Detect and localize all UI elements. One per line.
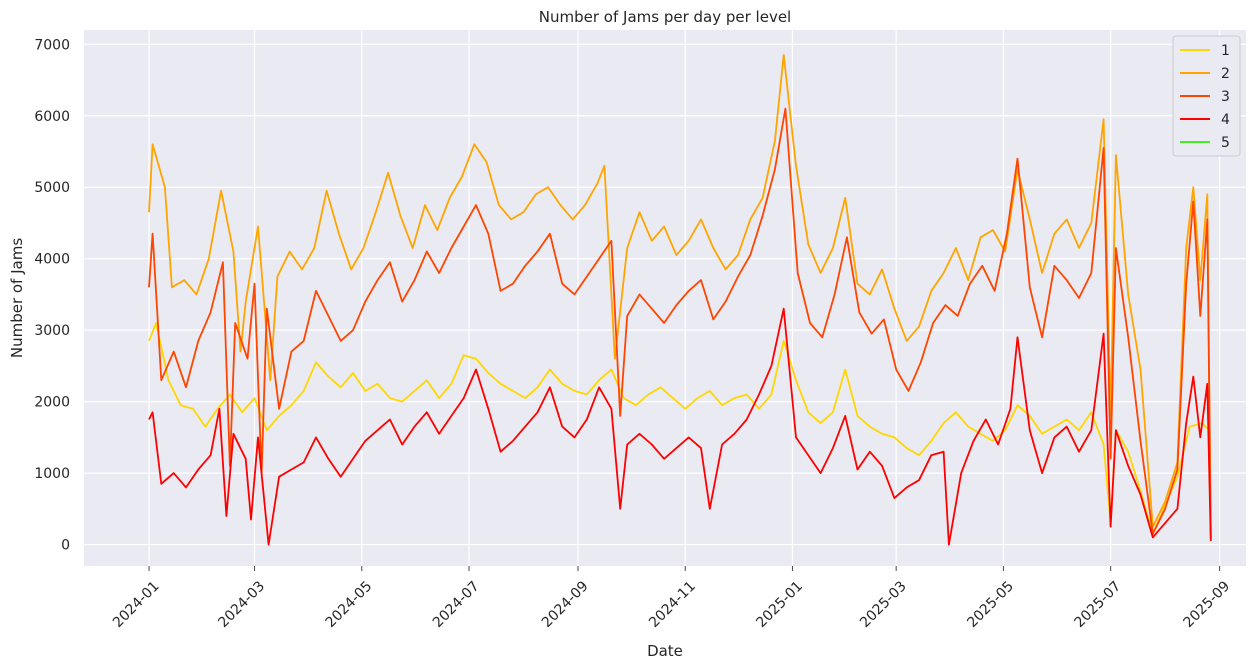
legend-label-4: 4: [1221, 112, 1230, 128]
series-line-3: [148, 107, 1212, 538]
x-tick-label: 2024-01: [110, 578, 163, 631]
x-tick-label: 2025-09: [1181, 578, 1234, 631]
x-tick-label: 2024-07: [430, 578, 483, 631]
series-line-1: [148, 322, 1212, 538]
y-tick-label: 1000: [34, 466, 70, 482]
grid: [84, 30, 1246, 566]
series-line-2: [148, 54, 1212, 534]
x-tick-label: 2025-07: [1072, 578, 1125, 631]
x-tick-label: 2024-09: [539, 578, 592, 631]
x-tick-label: 2024-05: [323, 578, 376, 631]
y-tick-label: 6000: [34, 109, 70, 125]
chart-title: Number of Jams per day per level: [539, 8, 791, 26]
legend-label-2: 2: [1221, 66, 1230, 82]
y-axis: 0 1000 2000 3000 4000 5000 6000 7000: [34, 37, 70, 553]
x-tick-label: 2025-03: [857, 578, 910, 631]
y-tick-label: 0: [61, 538, 70, 554]
x-tick-label: 2024-11: [646, 578, 699, 631]
x-tick-label: 2024-03: [215, 578, 268, 631]
plot-area: [84, 30, 1246, 566]
y-tick-label: 2000: [34, 395, 70, 411]
x-tick-label: 2025-01: [753, 578, 806, 631]
x-axis-label: Date: [647, 642, 683, 660]
x-axis: 2024-01 2024-03 2024-05 2024-07 2024-09 2024-…: [110, 566, 1233, 631]
series-line-4: [148, 307, 1212, 546]
y-tick-label: 4000: [34, 252, 70, 268]
x-tick-label: 2025-05: [964, 578, 1017, 631]
legend-label-3: 3: [1221, 89, 1230, 105]
y-tick-label: 3000: [34, 323, 70, 339]
legend-label-5: 5: [1221, 135, 1230, 151]
legend-label-1: 1: [1221, 43, 1230, 59]
y-tick-label: 7000: [34, 37, 70, 53]
y-tick-label: 5000: [34, 180, 70, 196]
series-layer: [148, 54, 1212, 546]
y-axis-label: Number of Jams: [8, 238, 26, 358]
legend: 1 2 3 4 5: [1172, 35, 1241, 157]
